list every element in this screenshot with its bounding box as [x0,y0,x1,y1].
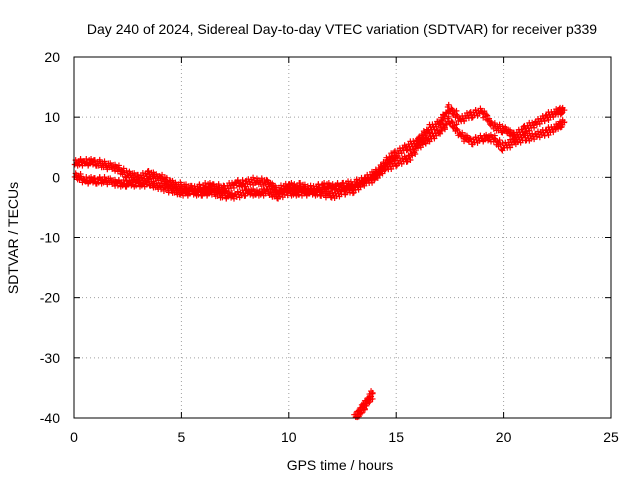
data-point [166,177,173,184]
data-point [453,111,460,118]
data-point [301,186,308,193]
plot-frame [73,56,612,419]
data-point [370,176,377,183]
data-point [487,118,494,125]
y-tick-label: 20 [44,49,60,65]
data-point [250,186,257,193]
data-point [206,180,213,187]
data-point [226,189,233,196]
data-point [272,189,279,196]
tick-labels: 0 5 10 15 20 25 -40 -30 -20 -10 0 10 20 [40,49,619,445]
data-point [477,105,484,112]
data-point [123,167,130,174]
data-point [88,174,95,181]
data-point [368,171,375,178]
grid [74,57,611,418]
data-marks [71,101,568,421]
data-point [448,118,455,125]
data-point [481,108,488,115]
data-point [441,124,448,131]
y-tick-label: 10 [44,109,60,125]
data-point [325,180,332,187]
data-point [411,147,418,154]
data-point [453,125,460,132]
data-point [393,154,400,161]
data-point [454,126,461,133]
data-point [101,158,108,165]
data-point [304,187,311,194]
data-point [115,178,122,185]
series-lower-band [71,113,568,202]
data-point [381,167,388,174]
data-point [496,137,503,144]
data-point [123,178,130,185]
y-axis-label: SDTVAR / TECUs [5,182,21,294]
data-point [177,179,184,186]
y-tick-label: 0 [52,169,60,185]
x-tick-label: 5 [178,429,186,445]
data-point [466,135,473,142]
data-point [135,178,142,185]
data-point [483,111,490,118]
data-point [250,174,257,181]
data-point [188,186,195,193]
x-tick-label: 20 [496,429,512,445]
data-point [531,124,538,131]
data-point [388,150,395,157]
data-point [391,149,398,156]
data-point [412,150,419,157]
data-point [101,174,108,181]
y-tick-label: -20 [40,290,60,306]
data-point [131,177,138,184]
data-point [445,113,452,120]
data-point [334,181,341,188]
y-tick-label: -30 [40,350,60,366]
data-point [288,186,295,193]
series-outlier-segment [351,388,376,421]
data-point [541,117,548,124]
x-tick-label: 0 [70,429,78,445]
data-point [445,101,452,108]
data-point [288,180,295,187]
data-point [206,186,213,193]
data-point [491,135,498,142]
data-point [437,130,444,137]
data-point [499,123,506,130]
y-tick-label: -10 [40,230,60,246]
data-point [96,175,103,182]
data-point [291,187,298,194]
x-tick-label: 15 [388,429,404,445]
data-point [325,188,332,195]
data-point [393,163,400,170]
data-point [253,187,260,194]
data-point [486,115,493,122]
data-point [448,105,455,112]
data-point [239,177,246,184]
data-point [369,389,376,396]
data-point [407,157,414,164]
data-point [372,170,379,177]
data-point [272,182,279,189]
x-tick-label: 10 [281,429,297,445]
data-point [88,155,95,162]
data-point [307,186,314,193]
data-point [77,157,84,164]
data-point [177,185,184,192]
x-axis-label: GPS time / hours [287,457,394,473]
chart-title: Day 240 of 2024, Sidereal Day-to-day VTE… [87,21,597,37]
y-tick-label: -40 [40,410,60,426]
data-point [561,107,568,114]
data-point [234,178,241,185]
data-point [196,187,203,194]
data-point [291,181,298,188]
data-point [541,132,548,139]
data-point [120,177,127,184]
data-point [229,190,236,197]
x-tick-label: 25 [603,429,619,445]
data-point [561,119,568,126]
